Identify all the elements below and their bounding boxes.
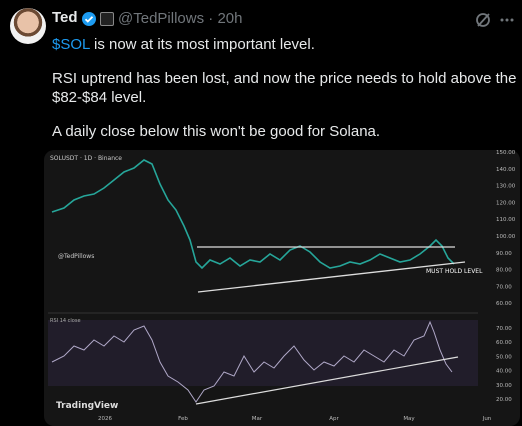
grok-icon[interactable] bbox=[476, 13, 490, 27]
price-tick-label: 130.00 bbox=[496, 184, 516, 190]
price-tick-label: 60.00 bbox=[496, 301, 512, 307]
verified-badge bbox=[82, 12, 96, 26]
chart-bg bbox=[44, 150, 520, 426]
rsi-tick-label: 20.00 bbox=[496, 397, 512, 403]
ticker[interactable]: $SOL bbox=[52, 36, 90, 53]
month-label: 2026 bbox=[98, 416, 112, 422]
rsi-tick-label: 60.00 bbox=[496, 340, 512, 346]
more-icon[interactable] bbox=[500, 18, 504, 22]
rsi-tick-label: 50.00 bbox=[496, 354, 512, 360]
annotation: MUST HOLD LEVEL bbox=[426, 268, 483, 275]
price-tick-label: 120.00 bbox=[496, 200, 516, 206]
body-line: $SOL is now at its most important level. bbox=[52, 36, 315, 53]
price-tick-label: 150.00 bbox=[496, 150, 516, 156]
logo: TradingView bbox=[56, 401, 118, 411]
month-label: Mar bbox=[252, 416, 263, 422]
author-name[interactable]: Ted bbox=[52, 9, 78, 26]
actions bbox=[476, 13, 514, 27]
rsi-label: RSI 14 close bbox=[50, 318, 81, 324]
price-tick-label: 80.00 bbox=[496, 268, 512, 274]
avatar[interactable] bbox=[10, 8, 46, 44]
price-tick-label: 100.00 bbox=[496, 234, 516, 240]
price-tick-label: 70.00 bbox=[496, 284, 512, 290]
watermark: @TedPillows bbox=[58, 253, 94, 260]
body-line: RSI uptrend has been lost, and now the p… bbox=[52, 70, 517, 87]
support-line bbox=[197, 261, 466, 293]
price-tick-label: 110.00 bbox=[496, 217, 516, 223]
rsi-tick-label: 30.00 bbox=[496, 383, 512, 389]
handle-row: @TedPillows · 20h bbox=[118, 10, 243, 27]
affiliate-badge[interactable] bbox=[100, 12, 114, 26]
rsi-band bbox=[48, 320, 478, 386]
price-tick-label: 140.00 bbox=[496, 167, 516, 173]
chart-title: SOLUSDT · 1D · Binance bbox=[50, 155, 122, 162]
rsi-tick-label: 40.00 bbox=[496, 369, 512, 375]
post-time[interactable]: 20h bbox=[217, 10, 243, 27]
body-line: A daily close below this won't be good f… bbox=[52, 123, 381, 140]
month-label: Jun bbox=[482, 416, 492, 422]
price-path bbox=[51, 159, 455, 270]
rsi-trendline bbox=[195, 356, 459, 405]
chart-image[interactable]: SOLUSDT · 1D · Binance @TedPillows MUST … bbox=[44, 150, 520, 426]
body-line: $82-$84 level. bbox=[52, 89, 147, 106]
price-tick-label: 90.00 bbox=[496, 251, 512, 257]
month-label: Feb bbox=[178, 416, 188, 422]
month-label: Apr bbox=[329, 416, 339, 422]
month-label: May bbox=[403, 416, 415, 422]
text: is now at its most important level. bbox=[89, 36, 315, 53]
rsi-tick-label: 70.00 bbox=[496, 326, 512, 332]
rsi-path bbox=[51, 320, 453, 403]
author-handle[interactable]: @TedPillows bbox=[118, 10, 205, 27]
